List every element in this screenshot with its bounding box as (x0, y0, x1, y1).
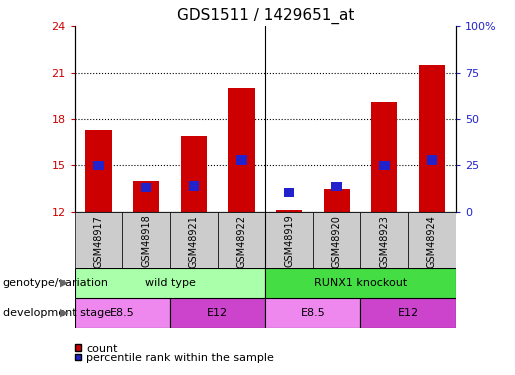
Bar (75, 298, 170, 328)
Bar (332, 182, 342, 192)
Text: RUNX1 knockout: RUNX1 knockout (314, 278, 407, 288)
Bar (170, 298, 265, 328)
Bar (265, 268, 456, 298)
Text: GSM48921: GSM48921 (189, 214, 199, 268)
Text: GSM48923: GSM48923 (380, 214, 389, 268)
Bar (141, 183, 151, 192)
Text: E12: E12 (207, 308, 228, 318)
Text: GSM48917: GSM48917 (94, 214, 104, 268)
Text: development stage: development stage (3, 308, 111, 318)
Bar (170, 212, 217, 268)
Text: ▶: ▶ (60, 278, 68, 288)
Text: percentile rank within the sample: percentile rank within the sample (86, 353, 274, 363)
Text: ▶: ▶ (60, 308, 68, 318)
Text: wild type: wild type (145, 278, 195, 288)
Bar (122, 212, 170, 268)
Bar (181, 136, 207, 212)
Title: GDS1511 / 1429651_at: GDS1511 / 1429651_at (177, 7, 354, 24)
Bar (133, 181, 159, 212)
Bar (419, 65, 445, 212)
Bar (75, 268, 265, 298)
Bar (265, 212, 313, 268)
Text: E12: E12 (398, 308, 419, 318)
Bar (276, 210, 302, 212)
Bar (228, 88, 254, 212)
Bar (323, 189, 350, 212)
Text: GSM48919: GSM48919 (284, 214, 294, 267)
Bar (217, 212, 265, 268)
Bar (85, 130, 112, 212)
Bar (236, 155, 247, 165)
Bar (188, 181, 199, 190)
Text: GSM48920: GSM48920 (332, 214, 341, 268)
Text: GSM48924: GSM48924 (427, 214, 437, 268)
Bar (313, 212, 360, 268)
Bar (360, 298, 456, 328)
Bar (379, 161, 389, 170)
Bar (284, 188, 294, 197)
Text: count: count (86, 344, 117, 354)
Text: GSM48918: GSM48918 (141, 214, 151, 267)
Text: GSM48922: GSM48922 (236, 214, 246, 268)
Bar (360, 212, 408, 268)
Bar (427, 155, 437, 165)
Text: E8.5: E8.5 (110, 308, 135, 318)
Bar (408, 212, 456, 268)
Text: E8.5: E8.5 (300, 308, 325, 318)
Text: genotype/variation: genotype/variation (3, 278, 109, 288)
Bar (93, 161, 104, 170)
Bar (75, 212, 123, 268)
Bar (371, 102, 398, 212)
Bar (265, 298, 360, 328)
